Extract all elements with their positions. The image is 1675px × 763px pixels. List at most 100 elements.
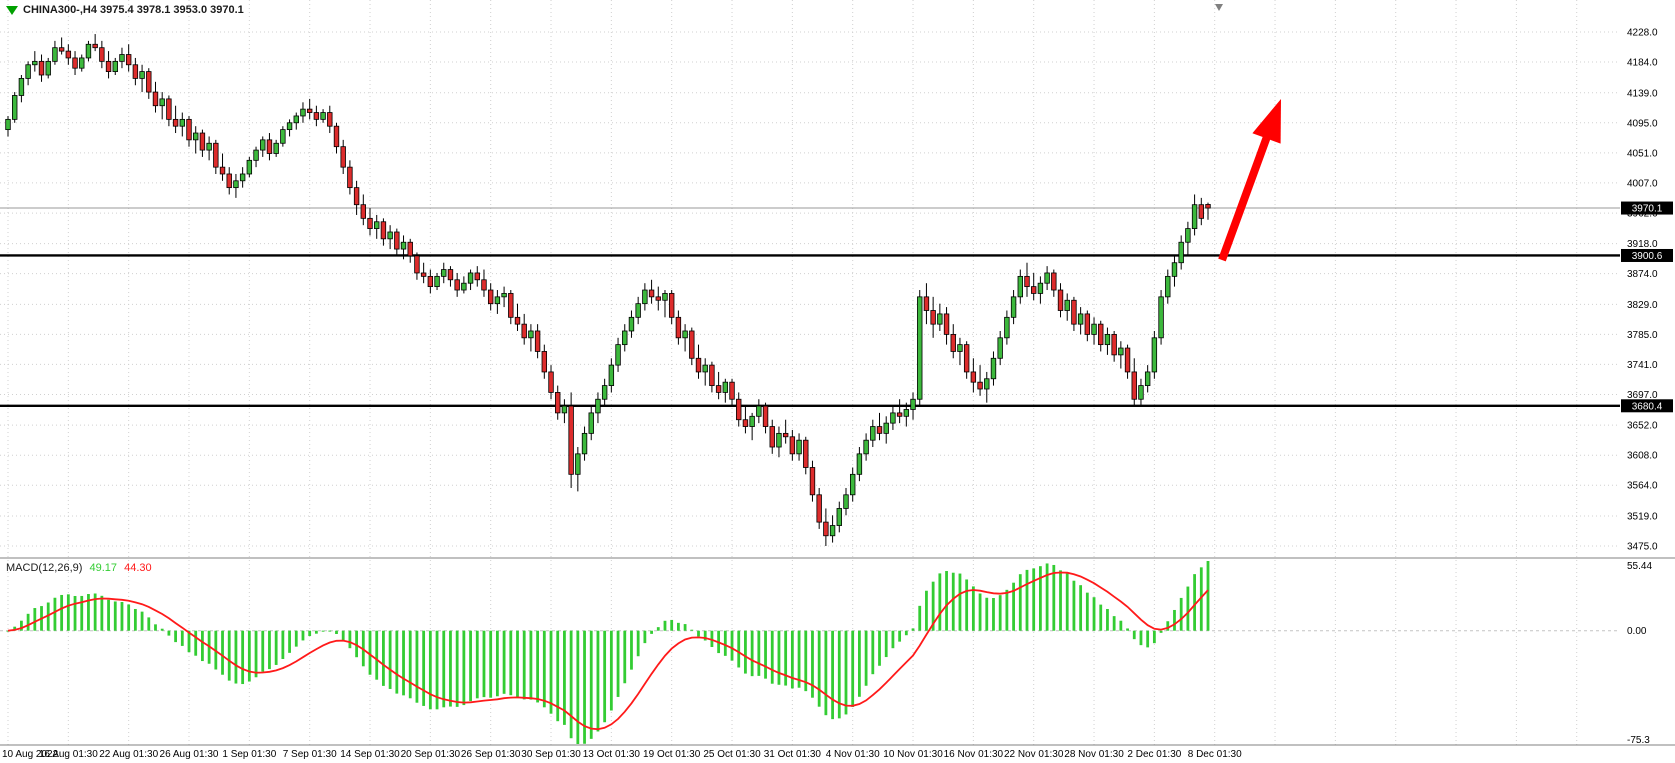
macd-histogram-bar bbox=[770, 630, 774, 684]
macd-histogram-bar bbox=[978, 593, 982, 631]
macd-histogram-bar bbox=[884, 630, 888, 658]
candle-body bbox=[494, 296, 501, 305]
candle-body bbox=[608, 364, 615, 386]
candle-body bbox=[152, 91, 159, 107]
macd-histogram-bar bbox=[241, 630, 245, 685]
macd-histogram-bar bbox=[194, 630, 198, 656]
time-tick-label: 26 Aug 01:30 bbox=[160, 749, 219, 760]
macd-histogram-bar bbox=[301, 630, 305, 641]
candle-body bbox=[883, 422, 889, 434]
macd-histogram-bar bbox=[1206, 561, 1210, 631]
candle-body bbox=[1077, 313, 1084, 325]
macd-histogram-bar bbox=[80, 595, 84, 631]
candle-body bbox=[1030, 286, 1037, 294]
macd-histogram-bar bbox=[335, 630, 338, 634]
candle-body bbox=[829, 525, 836, 537]
macd-histogram-bar bbox=[710, 630, 714, 648]
macd-histogram-bar bbox=[395, 630, 399, 694]
macd-title: MACD(12,26,9) bbox=[6, 562, 83, 574]
macd-histogram-bar bbox=[1119, 620, 1123, 631]
candle-body bbox=[1111, 333, 1117, 356]
macd-histogram-bar bbox=[609, 630, 613, 711]
macd-axis-max-label: 55.44 bbox=[1627, 561, 1652, 572]
candle-body bbox=[1071, 299, 1077, 325]
macd-histogram-bar bbox=[20, 620, 23, 631]
candle-body bbox=[79, 57, 85, 69]
candle-body bbox=[588, 412, 594, 434]
macd-histogram-bar bbox=[133, 608, 137, 631]
candle-body bbox=[487, 289, 494, 305]
chart-shift-marker-icon[interactable] bbox=[1215, 4, 1223, 11]
candle-body bbox=[119, 54, 125, 62]
macd-histogram-bar bbox=[46, 602, 50, 631]
macd-histogram-bar bbox=[536, 630, 540, 703]
macd-histogram-bar bbox=[636, 630, 640, 657]
trend-arrow-shaft bbox=[1218, 136, 1271, 262]
candle-body bbox=[715, 385, 722, 393]
candle-body bbox=[702, 364, 708, 373]
candle-body bbox=[1131, 371, 1137, 400]
macd-histogram-bar bbox=[167, 630, 171, 636]
macd-histogram-bar bbox=[643, 630, 647, 644]
candle-body bbox=[769, 426, 775, 448]
macd-histogram-bar bbox=[261, 630, 265, 672]
candle-body bbox=[99, 47, 105, 62]
price-tick-label: 3785.0 bbox=[1627, 330, 1658, 341]
macd-histogram-bar bbox=[147, 617, 151, 631]
macd-histogram-bar bbox=[1045, 563, 1049, 631]
candle-body bbox=[394, 231, 400, 250]
candle-body bbox=[105, 60, 112, 72]
candle-body bbox=[1118, 347, 1124, 356]
macd-histogram-bar bbox=[1139, 630, 1143, 646]
candle-body bbox=[266, 139, 273, 154]
time-tick-label: 13 Oct 01:30 bbox=[583, 749, 641, 760]
macd-histogram-bar bbox=[750, 630, 754, 677]
candle-body bbox=[380, 221, 387, 240]
time-tick-label: 2 Dec 01:30 bbox=[1127, 749, 1181, 760]
macd-histogram-bar bbox=[1099, 604, 1103, 631]
macd-histogram-bar bbox=[288, 630, 291, 653]
candle-body bbox=[568, 405, 574, 475]
macd-histogram-bar bbox=[341, 630, 345, 641]
candle-body bbox=[1124, 347, 1131, 373]
time-tick-label: 31 Oct 01:30 bbox=[764, 749, 822, 760]
candle-body bbox=[18, 78, 25, 96]
macd-histogram-bar bbox=[569, 630, 573, 739]
candle-body bbox=[1171, 262, 1178, 277]
macd-histogram-bar bbox=[971, 586, 975, 631]
macd-histogram-bar bbox=[998, 595, 1002, 631]
candle-body bbox=[186, 118, 192, 141]
macd-histogram-bar bbox=[904, 630, 908, 636]
candle-body bbox=[762, 405, 769, 427]
level-badge-3680 bbox=[1621, 399, 1673, 413]
price-tick-label: 3564.0 bbox=[1627, 481, 1658, 492]
candle-body bbox=[172, 118, 179, 127]
time-tick-label: 25 Oct 01:30 bbox=[703, 749, 761, 760]
macd-main-value: 49.17 bbox=[89, 562, 118, 574]
price-tick-label: 4007.0 bbox=[1627, 178, 1658, 189]
candle-body bbox=[849, 473, 856, 496]
macd-histogram-bar bbox=[757, 630, 761, 676]
macd-histogram-bar bbox=[154, 624, 157, 631]
macd-histogram-bar bbox=[603, 630, 607, 723]
macd-histogram-bar bbox=[824, 630, 828, 716]
candle-body bbox=[803, 439, 809, 468]
macd-histogram-bar bbox=[556, 630, 560, 722]
candle-body bbox=[25, 64, 31, 79]
candle-body bbox=[1104, 333, 1111, 346]
macd-histogram-bar bbox=[1166, 621, 1170, 631]
macd-histogram-bar bbox=[402, 630, 405, 696]
candle-body bbox=[635, 303, 641, 318]
macd-histogram-bar bbox=[844, 630, 848, 715]
macd-signal-line bbox=[7, 571, 1209, 731]
macd-histogram-bar bbox=[308, 630, 312, 637]
macd-histogram-bar bbox=[911, 628, 915, 631]
candle-body bbox=[601, 385, 608, 400]
macd-histogram-bar bbox=[891, 630, 895, 649]
candle-body bbox=[555, 392, 561, 414]
candle-body bbox=[1185, 228, 1191, 243]
macd-histogram-bar bbox=[683, 624, 687, 631]
candle-body bbox=[313, 112, 320, 120]
macd-histogram-bar bbox=[415, 630, 419, 703]
